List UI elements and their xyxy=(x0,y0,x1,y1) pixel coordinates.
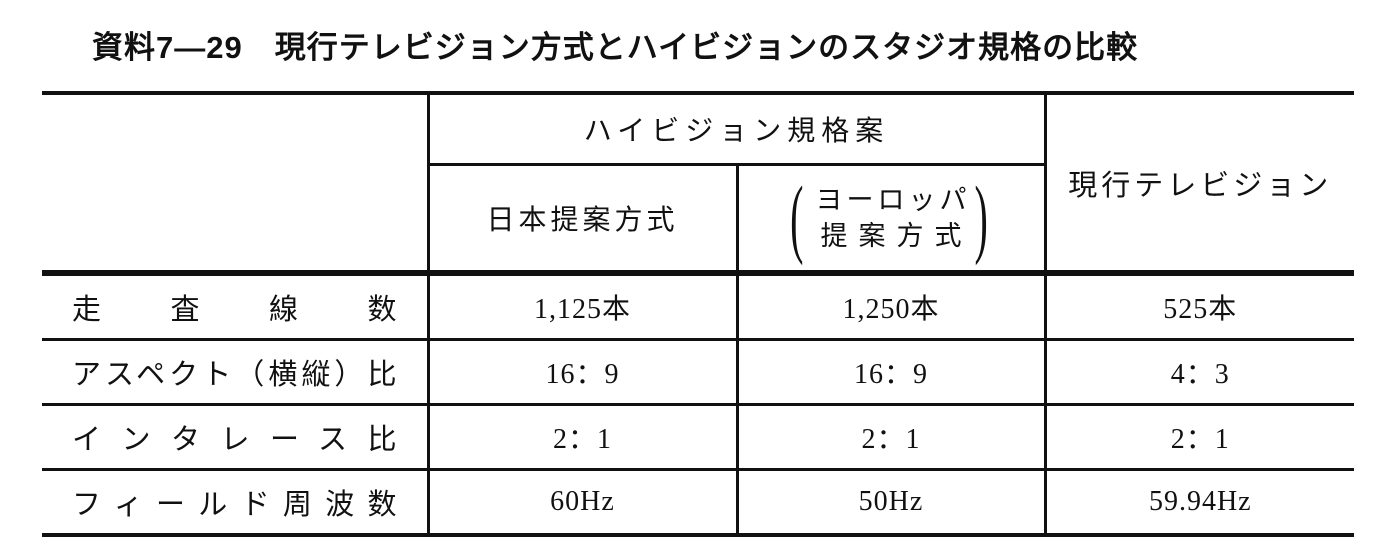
row-label: フィールド周波数 xyxy=(42,468,428,535)
value-europe: 1,250本 xyxy=(735,270,1046,340)
table-row-scan-lines: 走査線数 1,125本 1,250本 525本 xyxy=(42,270,1355,340)
table-row-aspect-ratio: アスペクト（横縦）比 16：9 16：9 4：3 xyxy=(42,338,1355,405)
page-title: 資料7—29 現行テレビジョン方式とハイビジョンのスタジオ規格の比較 xyxy=(92,30,1139,65)
value-europe: 50Hz xyxy=(735,468,1046,535)
europe-label-line2: 提案方式 xyxy=(820,221,973,251)
value-europe: 16：9 xyxy=(735,338,1046,405)
stub-cell xyxy=(42,93,428,273)
value-current: 59.94Hz xyxy=(1043,468,1355,535)
value-current: 525本 xyxy=(1043,270,1355,340)
table-row-field-frequency: フィールド周波数 60Hz 50Hz 59.94Hz xyxy=(42,468,1355,535)
close-paren: ) xyxy=(974,167,992,267)
header-row-sub: 日本提案方式 ( ヨーロッパ 提案方式 ) xyxy=(42,163,1354,273)
europe-paren-group: ( ヨーロッパ 提案方式 ) xyxy=(790,173,992,261)
row-label: 走査線数 xyxy=(42,270,428,340)
europe-label-lines: ヨーロッパ 提案方式 xyxy=(816,182,967,255)
value-europe: 2：1 xyxy=(735,403,1046,470)
header-japan-method: 日本提案方式 xyxy=(426,163,737,273)
value-japan: 60Hz xyxy=(426,468,737,535)
spec-comparison-table: ハイビジョン規格案 現行テレビジョン 日本提案方式 ( ヨーロッパ 提案方式 )… xyxy=(42,91,1355,537)
europe-label-line1: ヨーロッパ xyxy=(815,184,971,215)
header-hivision-group: ハイビジョン規格案 xyxy=(426,93,1046,165)
value-japan: 1,125本 xyxy=(426,270,737,340)
value-japan: 2：1 xyxy=(426,403,737,470)
value-japan: 16：9 xyxy=(426,338,737,405)
row-label: アスペクト（横縦）比 xyxy=(42,338,428,405)
header-current-tv: 現行テレビジョン xyxy=(1043,93,1355,273)
header-europe-method: ( ヨーロッパ 提案方式 ) xyxy=(735,163,1046,273)
open-paren: ( xyxy=(790,167,808,267)
table-row-interlace-ratio: インタレース比 2：1 2：1 2：1 xyxy=(42,403,1355,470)
row-label: インタレース比 xyxy=(42,403,428,470)
value-current: 2：1 xyxy=(1043,403,1355,470)
header-row-group: ハイビジョン規格案 現行テレビジョン xyxy=(42,93,1355,273)
value-current: 4：3 xyxy=(1043,338,1355,405)
